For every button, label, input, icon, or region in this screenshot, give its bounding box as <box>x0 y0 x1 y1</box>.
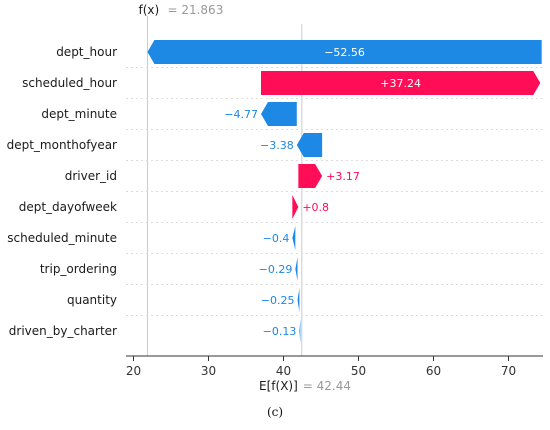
x-tick-label: 60 <box>426 364 441 378</box>
value-label-scheduled_hour: +37.24 <box>380 77 421 90</box>
value-label-dept_hour: −52.56 <box>324 46 365 59</box>
x-tick-label: 70 <box>501 364 516 378</box>
bar-dept_dayofweek <box>292 195 299 219</box>
ylabel-scheduled_hour: scheduled_hour <box>22 76 117 90</box>
value-label-dept_minute: −4.77 <box>224 108 258 121</box>
ylabel-dept_minute: dept_minute <box>41 107 117 121</box>
bar-quantity <box>297 288 300 312</box>
bar-driver_id <box>298 164 323 188</box>
waterfall-chart: dept_hour −52.56 scheduled_hour +37.24 dept_… <box>7 3 543 393</box>
efx-annotation-label: E[f(X)] <box>259 379 298 393</box>
value-label-dept_dayofweek: +0.8 <box>302 201 329 214</box>
bar-dept_hour <box>147 40 542 64</box>
value-label-driven_by_charter: −0.13 <box>263 325 297 338</box>
bar-scheduled_minute <box>292 226 296 250</box>
x-tick-label: 20 <box>126 364 141 378</box>
ylabel-dept_hour: dept_hour <box>56 45 117 59</box>
value-label-dept_monthofyear: −3.38 <box>260 139 294 152</box>
fx-annotation-label: f(x) <box>138 3 159 17</box>
bar-dept_minute <box>261 102 297 126</box>
ylabel-trip_ordering: trip_ordering <box>40 262 117 276</box>
x-tick-label: 40 <box>276 364 291 378</box>
ylabel-driven_by_charter: driven_by_charter <box>9 324 117 338</box>
value-label-scheduled_minute: −0.4 <box>263 232 290 245</box>
figure-caption: (c) <box>266 405 284 419</box>
fx-annotation-value: = 21.863 <box>167 3 223 17</box>
value-label-trip_ordering: −0.29 <box>259 263 293 276</box>
value-label-driver_id: +3.17 <box>326 170 360 183</box>
ylabel-dept_dayofweek: dept_dayofweek <box>19 200 117 214</box>
ylabel-scheduled_minute: scheduled_minute <box>7 231 117 245</box>
ylabel-dept_monthofyear: dept_monthofyear <box>7 138 117 152</box>
x-tick-label: 30 <box>201 364 216 378</box>
bar-trip_ordering <box>295 257 298 281</box>
efx-annotation-value: = 42.44 <box>303 379 351 393</box>
bar-dept_monthofyear <box>296 133 323 157</box>
ylabel-quantity: quantity <box>67 293 117 307</box>
bar-scheduled_hour <box>261 71 541 95</box>
bar-driven_by_charter <box>299 319 301 343</box>
x-tick-label: 50 <box>351 364 366 378</box>
ylabel-driver_id: driver_id <box>65 169 117 183</box>
value-label-quantity: −0.25 <box>261 294 295 307</box>
